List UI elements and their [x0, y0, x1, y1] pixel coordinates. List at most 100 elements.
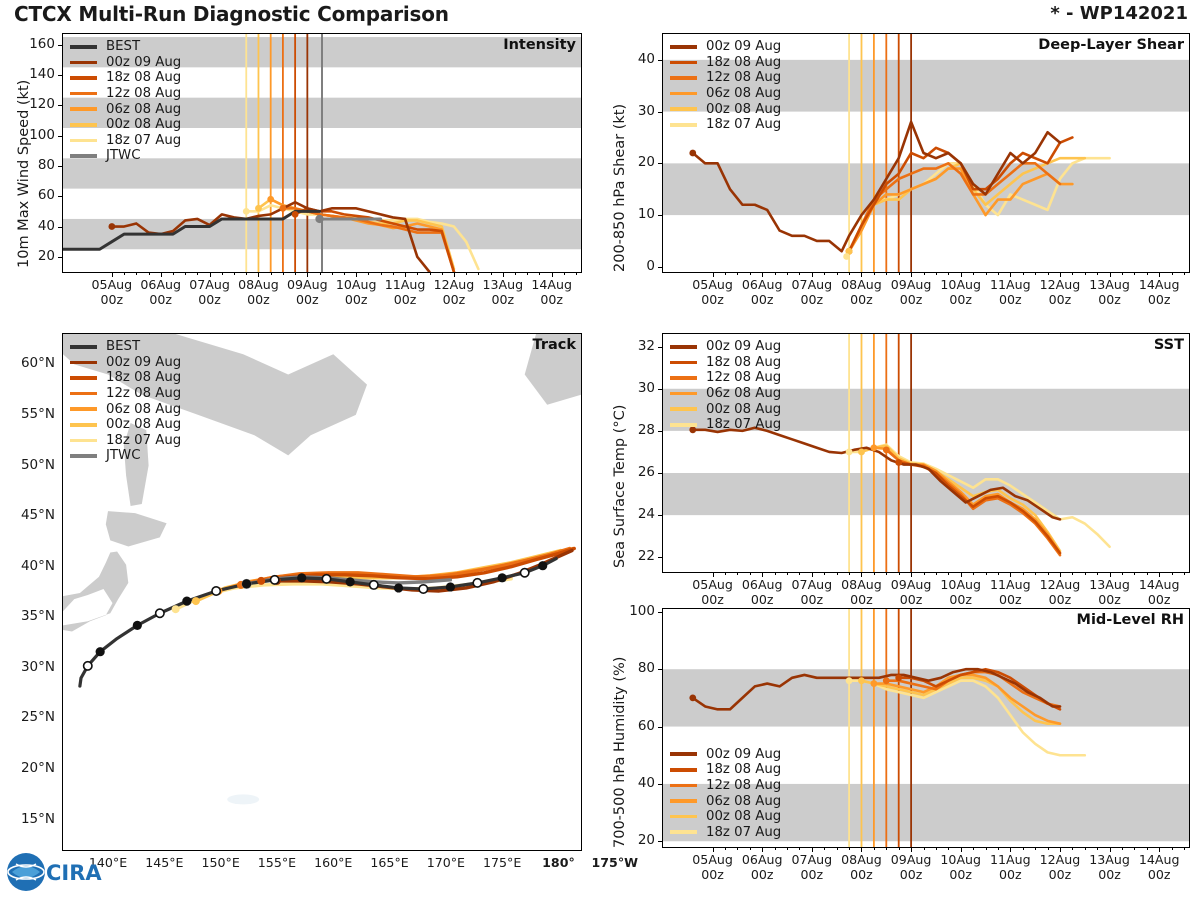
legend-color-swatch: [70, 153, 97, 159]
x-minor-tick: [824, 572, 826, 575]
legend-color-swatch: [670, 799, 697, 803]
x-minor-tick: [1047, 272, 1049, 275]
track-init-marker: [257, 576, 266, 585]
y-tick-mark: [658, 266, 663, 268]
best-track-marker-00z: [497, 573, 507, 583]
y-tick-mark: [658, 841, 663, 843]
legend-color-swatch: [70, 44, 97, 49]
x-tick-label: 09Aug 00z: [275, 277, 339, 308]
legend-label: 00z 08 Aug: [106, 417, 182, 433]
track-lon-label: 180°: [542, 855, 575, 870]
legend-item: 00z 08 Aug: [70, 117, 181, 133]
x-tick-label: 05Aug 00z: [80, 277, 144, 308]
x-tick-label: 10Aug 00z: [929, 852, 993, 883]
y-tick-label: 22: [637, 548, 655, 565]
x-tick-mark: [762, 272, 764, 277]
series-init-marker: [267, 195, 275, 203]
x-tick-hour: 00z: [999, 591, 1022, 607]
y-tick-mark: [658, 430, 663, 432]
y-tick-mark: [658, 59, 663, 61]
intensity-plot-frame: [62, 33, 582, 273]
x-minor-tick: [1134, 847, 1136, 850]
legend-item: 18z 08 Aug: [670, 762, 781, 778]
legend-label: 18z 08 Aug: [706, 354, 782, 370]
legend-color-swatch: [670, 391, 697, 396]
x-minor-tick: [923, 572, 925, 575]
x-tick-label: 06Aug 00z: [730, 852, 794, 883]
x-minor-tick: [935, 572, 937, 575]
best-track-marker-12z: [82, 660, 93, 671]
y-tick-label: 100: [29, 126, 55, 143]
x-minor-tick: [985, 572, 987, 575]
legend-color-swatch: [70, 391, 97, 396]
best-track-marker-12z: [321, 573, 332, 584]
x-minor-tick: [441, 272, 443, 275]
legend-color-swatch: [670, 122, 697, 127]
x-tick-label: 08Aug 00z: [829, 277, 893, 308]
y-tick-label: 100: [629, 602, 655, 619]
x-minor-tick: [331, 272, 333, 275]
legend-label: 18z 07 Aug: [706, 417, 782, 433]
x-minor-tick: [221, 272, 223, 275]
storm-id-label: * - WP142021: [1050, 3, 1188, 24]
best-track-marker-00z: [345, 577, 355, 587]
legend-color-swatch: [670, 407, 697, 411]
track-lat-label: 55°N: [20, 405, 55, 422]
legend-item: 12z 08 Aug: [670, 70, 781, 86]
legend-color-swatch: [670, 45, 697, 49]
x-minor-tick: [1171, 572, 1173, 575]
x-minor-tick: [1146, 847, 1148, 850]
shaded-band: [663, 783, 1189, 842]
x-minor-tick: [873, 572, 875, 575]
series-init-marker: [858, 677, 865, 685]
series-line: [847, 679, 1087, 757]
x-minor-tick: [749, 572, 751, 575]
x-tick-hour: 00z: [540, 291, 563, 307]
coastline-landmass: [105, 511, 167, 547]
x-minor-tick: [873, 272, 875, 275]
x-tick-mark: [762, 572, 764, 577]
x-tick-date: 11Aug: [990, 577, 1031, 592]
x-minor-tick: [985, 847, 987, 850]
x-minor-tick: [737, 847, 739, 850]
legend-label: 06z 08 Aug: [106, 401, 182, 417]
x-tick-mark: [960, 847, 962, 852]
y-tick-mark: [658, 473, 663, 474]
legend-label: 12z 08 Aug: [106, 386, 182, 402]
x-tick-hour: 00z: [149, 291, 173, 307]
x-tick-mark: [209, 272, 211, 277]
y-tick-label: 30: [637, 379, 655, 396]
x-minor-tick: [319, 272, 321, 275]
y-tick-mark: [658, 669, 663, 671]
x-minor-tick: [725, 847, 727, 850]
x-minor-tick: [873, 847, 875, 850]
x-tick-mark: [1159, 847, 1161, 852]
best-track-marker-00z: [132, 620, 142, 630]
legend-item: 18z 07 Aug: [70, 133, 181, 149]
series-line: [872, 673, 1062, 725]
x-minor-tick: [1097, 847, 1099, 850]
legend-item: 18z 08 Aug: [70, 370, 181, 386]
x-minor-tick: [1184, 572, 1186, 575]
rh-series-svg: [663, 609, 1189, 847]
legend-color-swatch: [70, 438, 97, 443]
series-init-marker: [689, 149, 697, 157]
x-tick-label: 12Aug 00z: [1028, 277, 1092, 308]
x-tick-mark: [111, 272, 113, 277]
shear-panel: Deep-Layer Shear 00z 09 Aug 18z 08 Aug 12z…: [662, 33, 1190, 273]
x-minor-tick: [973, 572, 975, 575]
x-tick-date: 13Aug: [1089, 577, 1130, 592]
legend-item: 12z 08 Aug: [70, 386, 181, 402]
x-tick-date: 06Aug: [741, 277, 783, 292]
track-plot-frame: [62, 333, 582, 851]
x-tick-date: 13Aug: [482, 277, 524, 292]
legend-label: 12z 08 Aug: [706, 370, 782, 386]
legend-color-swatch: [670, 422, 697, 427]
legend-color-swatch: [70, 60, 97, 65]
x-minor-tick: [849, 572, 851, 575]
x-tick-date: 07Aug: [791, 277, 833, 292]
coastline-landmass: [63, 551, 129, 632]
y-tick-mark: [658, 346, 663, 348]
x-tick-mark: [405, 272, 407, 277]
x-minor-tick: [1084, 847, 1086, 850]
